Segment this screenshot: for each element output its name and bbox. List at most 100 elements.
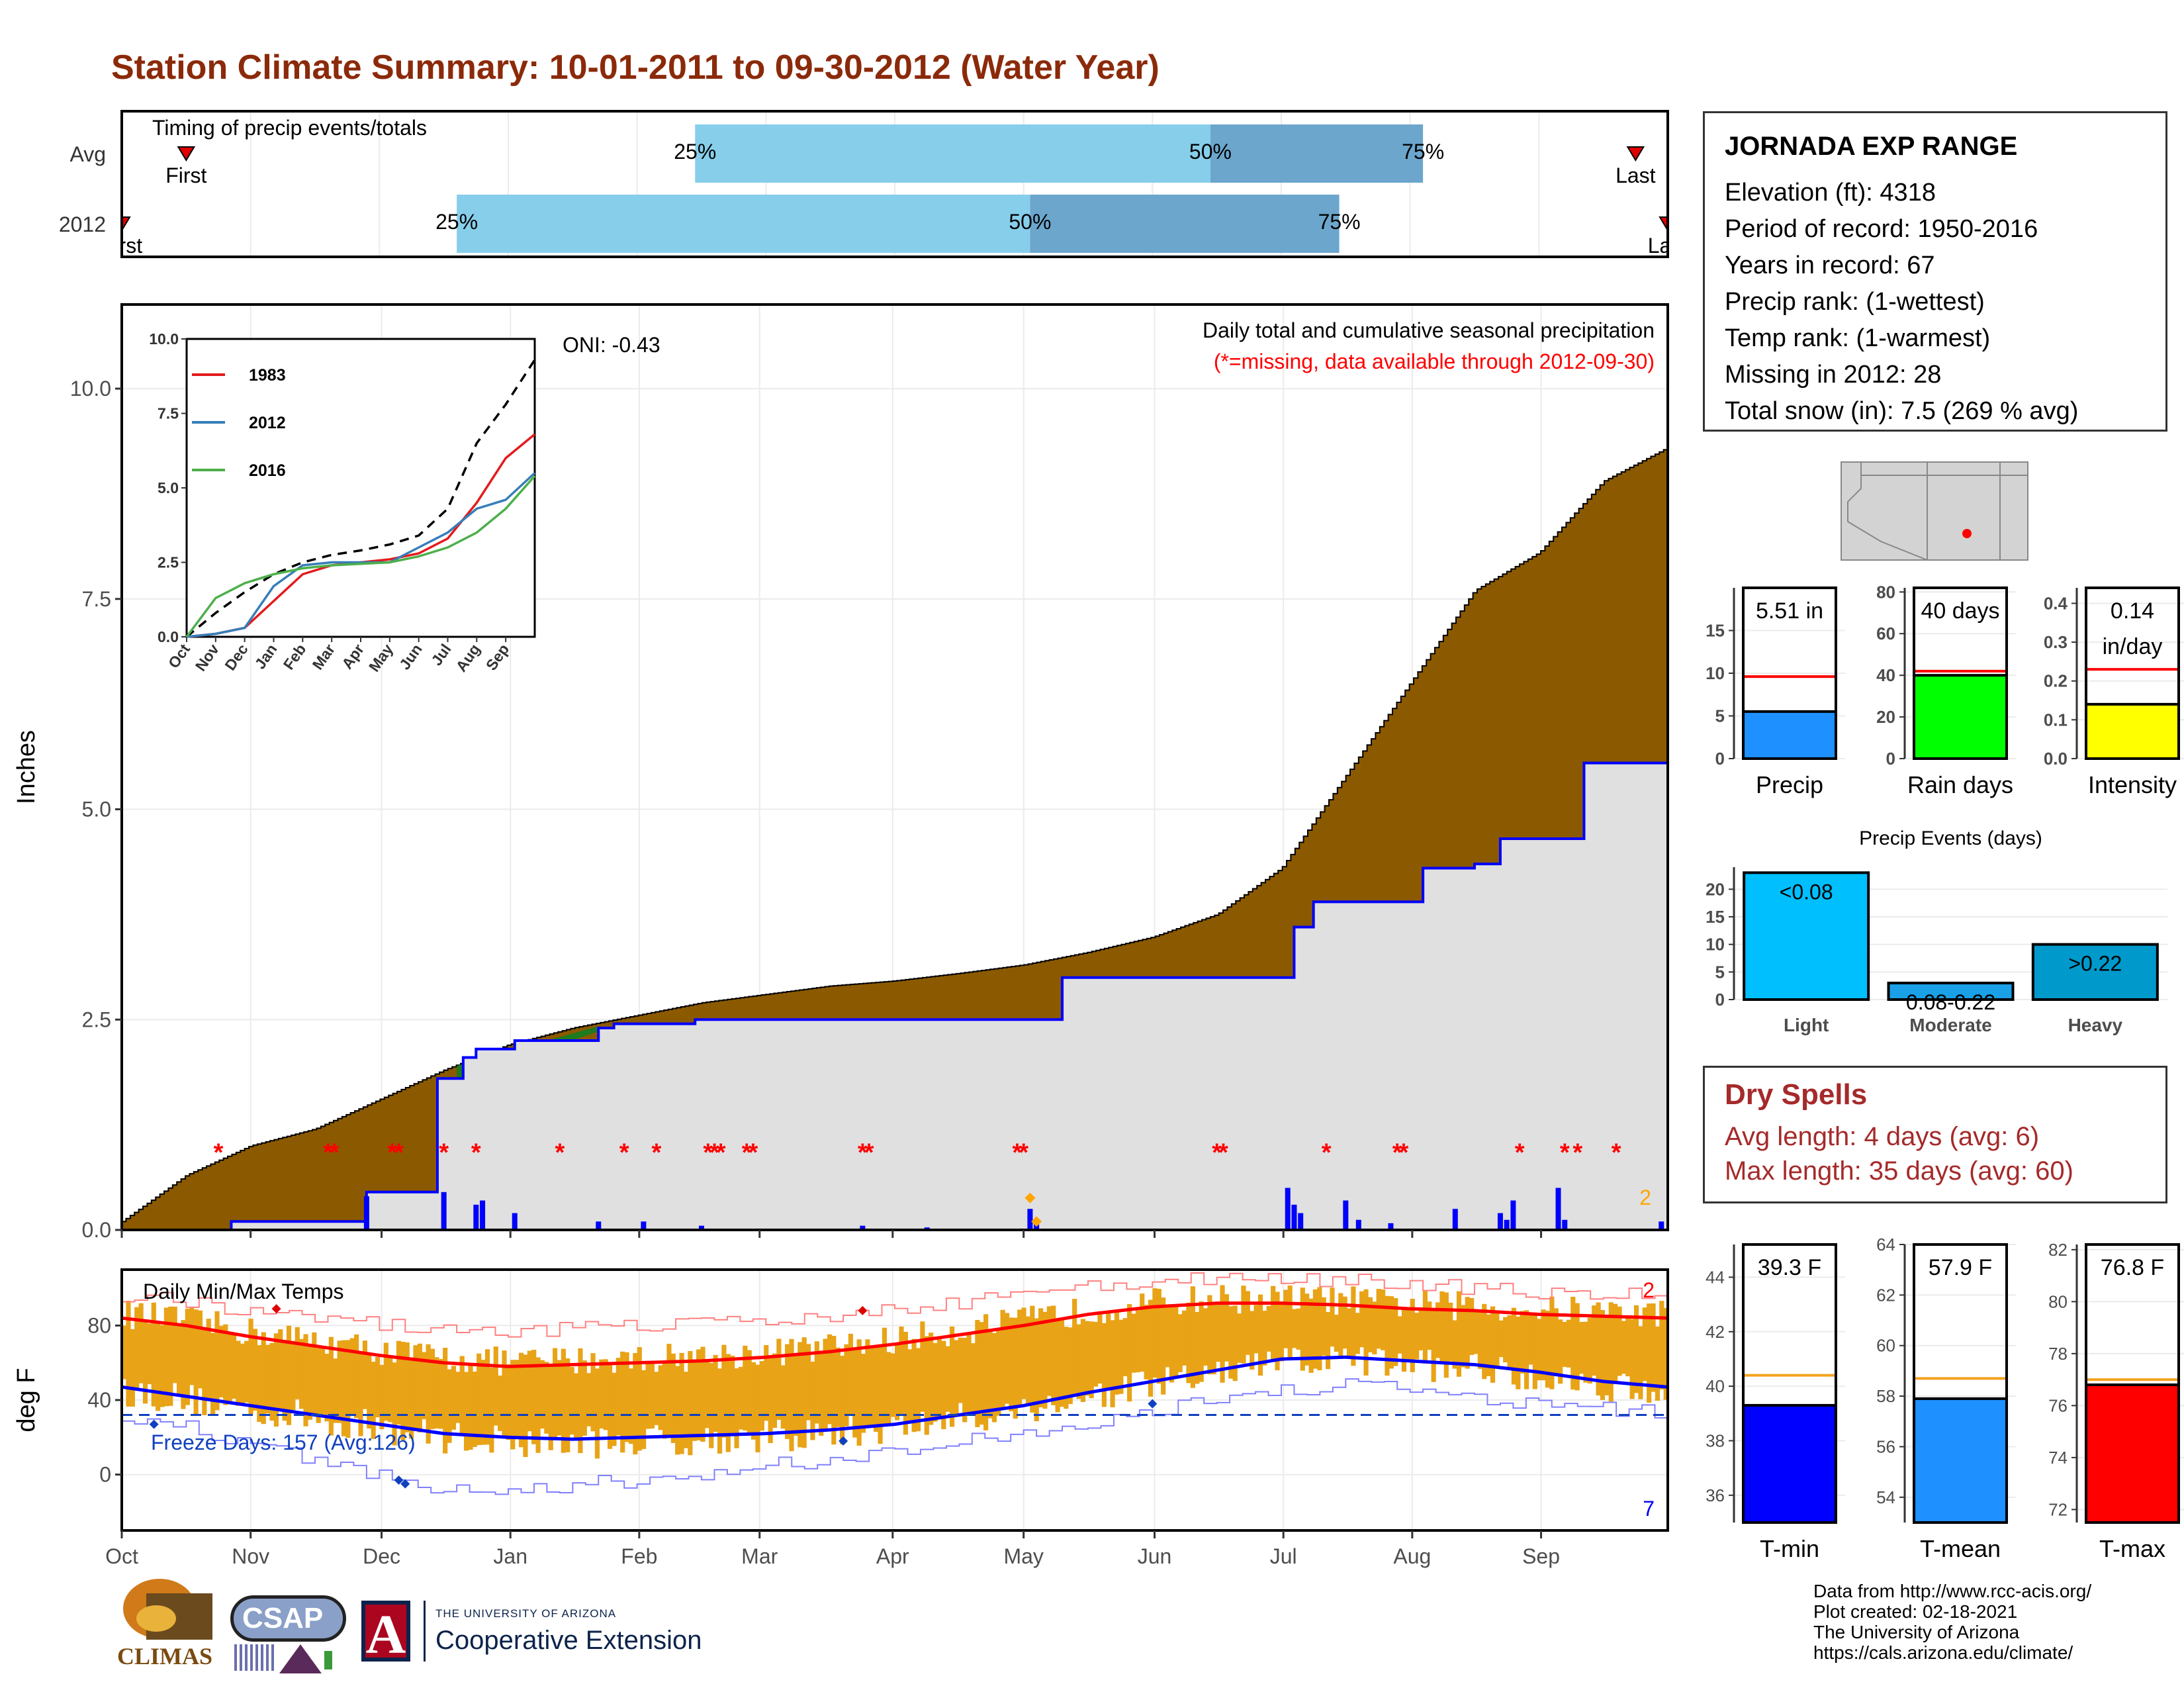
daily-temp-range-bar — [1236, 1313, 1242, 1363]
daily-temp-range-bar — [477, 1353, 482, 1445]
summary-0-ytick-label: 0 — [1715, 749, 1725, 769]
daily-temp-range-bar — [392, 1362, 397, 1446]
daily-temp-range-bar — [1608, 1302, 1614, 1402]
daily-temp-range-bar — [696, 1349, 702, 1440]
daily-temp-range-bar — [312, 1332, 317, 1417]
daily-precip-bar — [1388, 1223, 1394, 1230]
daily-temp-range-bar — [181, 1320, 186, 1409]
daily-temp-range-bar — [1271, 1286, 1276, 1360]
daily-temp-range-bar — [738, 1366, 744, 1430]
daily-temp-range-bar — [565, 1358, 570, 1452]
daily-precip-bar — [596, 1221, 602, 1230]
daily-temp-range-bar — [1367, 1297, 1373, 1352]
timing-q50-label: 50% — [1189, 140, 1232, 164]
daily-temp-range-bar — [1017, 1309, 1023, 1407]
daily-temp-range-bar — [933, 1342, 938, 1422]
daily-temp-range-bar — [1042, 1311, 1048, 1409]
temp-summary-0-ytick-label: 38 — [1706, 1430, 1725, 1450]
daily-temp-range-bar — [1241, 1286, 1246, 1364]
daily-temp-range-bar — [970, 1343, 976, 1415]
daily-temp-range-bar — [1118, 1319, 1124, 1394]
temp-summary-2-ytick-label: 74 — [2048, 1448, 2068, 1468]
month-label: Jun — [1138, 1544, 1172, 1568]
daily-temp-range-bar — [1574, 1303, 1580, 1391]
station-detail-line: Precip rank: (1-wettest) — [1725, 288, 1985, 316]
events-ytick-label: 0 — [1715, 990, 1725, 1009]
daily-temp-range-bar — [1385, 1295, 1390, 1376]
csap-logo: CSAP — [230, 1582, 349, 1675]
daily-temp-range-bar — [666, 1344, 672, 1436]
daily-temp-range-bar — [1009, 1317, 1014, 1412]
events-ytick-label: 20 — [1706, 879, 1725, 899]
daily-temp-range-bar — [1114, 1312, 1120, 1395]
summary-2-value-unit: in/day — [2103, 634, 2163, 659]
timing-q75-label: 75% — [1318, 210, 1361, 234]
daily-temp-range-bar — [874, 1346, 879, 1432]
daily-temp-range-bar — [388, 1356, 393, 1423]
daily-temp-range-bar — [430, 1348, 435, 1429]
daily-temp-range-bar — [1532, 1313, 1537, 1389]
daily-temp-range-bar — [1106, 1311, 1111, 1389]
daily-temp-range-bar — [1553, 1308, 1559, 1376]
missing-day-marker: * — [330, 1139, 340, 1166]
daily-temp-range-bar — [1592, 1305, 1597, 1376]
daily-temp-range-bar — [612, 1372, 617, 1446]
daily-temp-range-bar — [1431, 1309, 1436, 1382]
missing-day-marker: * — [716, 1139, 726, 1166]
daily-temp-range-bar — [743, 1345, 748, 1430]
daily-temp-range-bar — [1182, 1310, 1187, 1366]
daily-temp-range-bar — [1140, 1293, 1145, 1372]
daily-temp-range-bar — [480, 1360, 486, 1445]
daily-temp-range-bar — [1257, 1294, 1263, 1376]
summary-2-ytick-label: 0.4 — [2044, 593, 2068, 613]
daily-temp-range-bar — [1388, 1296, 1394, 1369]
daily-temp-range-bar — [844, 1344, 849, 1427]
daily-temp-range-bar — [1473, 1310, 1479, 1354]
timing-row-label-overlay: 2012 — [59, 212, 106, 236]
daily-temp-range-bar — [252, 1329, 258, 1411]
daily-temp-range-bar — [683, 1372, 689, 1448]
daily-temp-range-bar — [1000, 1309, 1005, 1410]
daily-temp-range-bar — [468, 1366, 473, 1450]
daily-temp-range-bar — [573, 1373, 579, 1439]
daily-temp-range-bar — [1410, 1299, 1415, 1372]
daily-temp-range-bar — [1528, 1313, 1533, 1365]
missing-day-marker: * — [651, 1139, 661, 1166]
temp-summary-2-bar — [2085, 1383, 2180, 1524]
daily-temp-range-bar — [362, 1340, 367, 1409]
station-name: JORNADA EXP RANGE — [1725, 132, 2018, 161]
daily-temp-range-bar — [590, 1353, 596, 1432]
inset-series-line — [186, 472, 536, 638]
daily-temp-range-bar — [645, 1362, 651, 1429]
daily-precip-bar — [1497, 1213, 1503, 1230]
daily-temp-range-bar — [962, 1338, 968, 1423]
daily-temp-range-bar — [455, 1372, 461, 1423]
daily-temp-range-bar — [1190, 1286, 1195, 1388]
timing-q25-label: 25% — [674, 140, 716, 164]
daily-temp-range-bar — [996, 1329, 1001, 1416]
daily-temp-range-bar — [320, 1348, 326, 1415]
daily-temp-range-bar — [1655, 1326, 1661, 1401]
daily-temp-range-bar — [1600, 1309, 1606, 1400]
daily-temp-range-bar — [1494, 1311, 1500, 1368]
inset-ytick-label: 2.5 — [158, 554, 179, 571]
missing-day-marker: * — [323, 1139, 333, 1166]
daily-temp-range-bar — [1216, 1304, 1221, 1362]
temp-summary-2-ytick-label: 80 — [2048, 1291, 2068, 1311]
temp-record-marker — [149, 1419, 159, 1429]
daily-temp-range-bar — [1004, 1313, 1010, 1404]
daily-temp-range-bar — [819, 1350, 824, 1436]
daily-temp-range-bar — [324, 1354, 330, 1422]
daily-temp-range-bar — [463, 1372, 469, 1451]
daily-temp-range-bar — [130, 1329, 135, 1407]
daily-temp-range-bar — [1144, 1305, 1149, 1380]
inset-average-line — [185, 359, 536, 638]
daily-temp-range-bar — [1211, 1304, 1216, 1375]
timing-quartile-bar-dark — [1030, 195, 1340, 253]
daily-temp-range-bar — [903, 1331, 908, 1435]
daily-temp-range-bar — [620, 1351, 625, 1453]
daily-temp-range-bar — [349, 1338, 355, 1416]
daily-temp-range-bar — [1296, 1308, 1301, 1350]
daily-temp-range-bar — [202, 1328, 207, 1415]
ua-letter-logo: A — [361, 1601, 410, 1665]
